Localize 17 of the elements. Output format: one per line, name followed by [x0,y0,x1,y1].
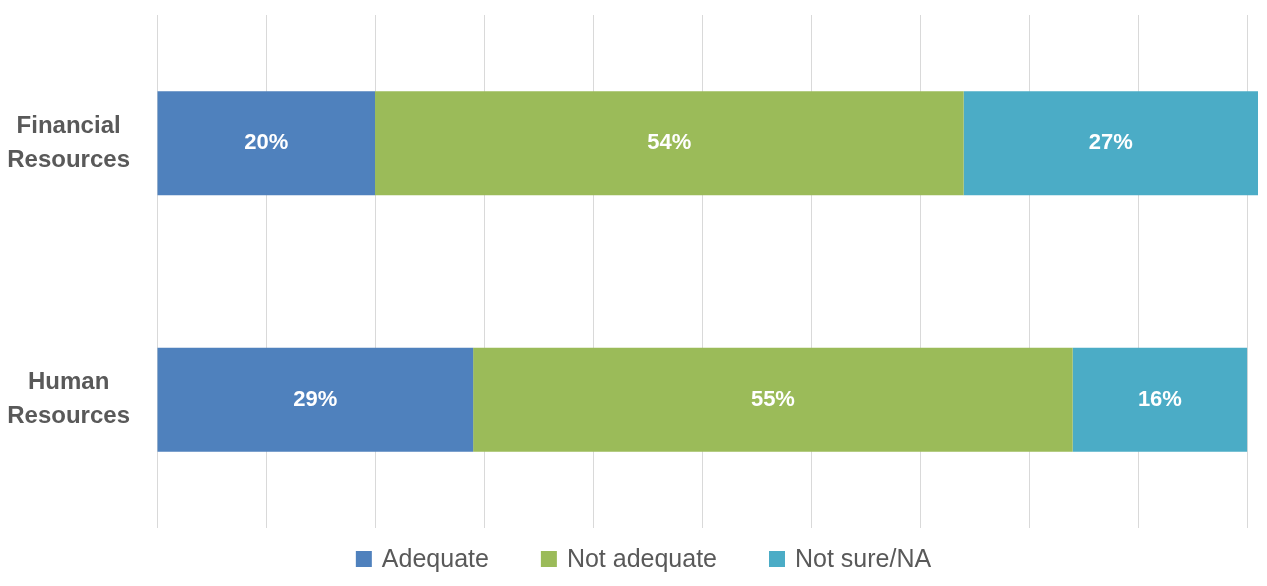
bar [1072,347,1248,452]
bar [963,91,1258,196]
bar [375,91,964,196]
data-label: 55% [750,385,795,411]
bar [157,347,474,452]
legend-label: Adequate [381,543,489,572]
bar [157,91,376,196]
y-tick-label: Financial Resources [7,110,130,172]
data-label: 54% [647,129,692,155]
data-label: 27% [1088,129,1133,155]
bar [473,347,1073,452]
legend-label: Not sure/NA [795,543,932,572]
data-label: 29% [293,385,338,411]
y-tick-label: Human Resources [7,367,130,429]
legend-label: Not adequate [566,543,718,572]
data-label: 20% [244,129,289,155]
data-label: 16% [1137,385,1182,411]
